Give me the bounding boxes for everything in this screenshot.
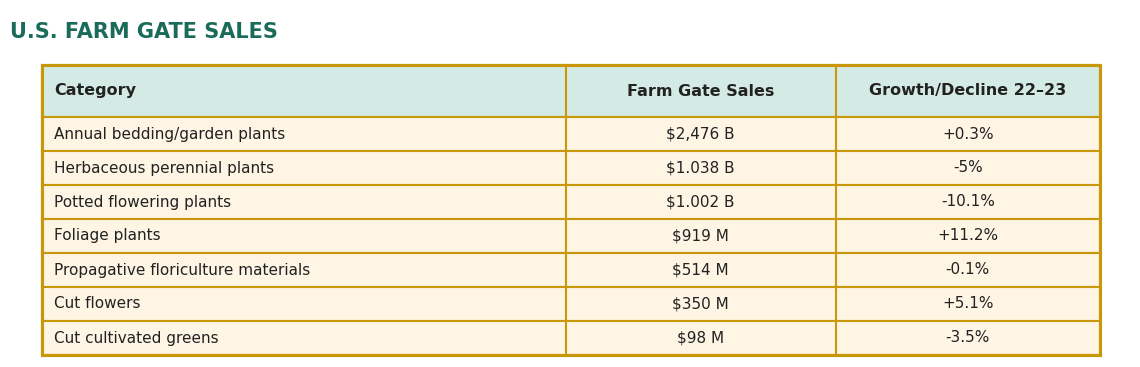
Text: Farm Gate Sales: Farm Gate Sales [627,84,774,98]
Text: $350 M: $350 M [673,297,728,312]
Text: +0.3%: +0.3% [942,127,994,142]
Text: U.S. FARM GATE SALES: U.S. FARM GATE SALES [10,22,278,42]
Text: Cut flowers: Cut flowers [54,297,140,312]
Text: -0.1%: -0.1% [945,262,990,277]
Text: Propagative floriculture materials: Propagative floriculture materials [54,262,310,277]
Text: +11.2%: +11.2% [937,229,999,243]
Text: Cut cultivated greens: Cut cultivated greens [54,331,219,345]
Text: $2,476 B: $2,476 B [666,127,735,142]
Text: Herbaceous perennial plants: Herbaceous perennial plants [54,160,274,175]
Text: Foliage plants: Foliage plants [54,229,161,243]
Text: $1.038 B: $1.038 B [666,160,735,175]
Text: Potted flowering plants: Potted flowering plants [54,195,231,210]
Text: Category: Category [54,84,136,98]
Text: $1.002 B: $1.002 B [667,195,735,210]
Text: -3.5%: -3.5% [945,331,990,345]
Text: $98 M: $98 M [677,331,724,345]
Text: -10.1%: -10.1% [940,195,995,210]
Text: Annual bedding/garden plants: Annual bedding/garden plants [54,127,285,142]
Text: $514 M: $514 M [673,262,728,277]
Text: $919 M: $919 M [673,229,730,243]
Text: Growth/Decline 22–23: Growth/Decline 22–23 [869,84,1066,98]
Text: -5%: -5% [953,160,983,175]
Text: +5.1%: +5.1% [942,297,993,312]
